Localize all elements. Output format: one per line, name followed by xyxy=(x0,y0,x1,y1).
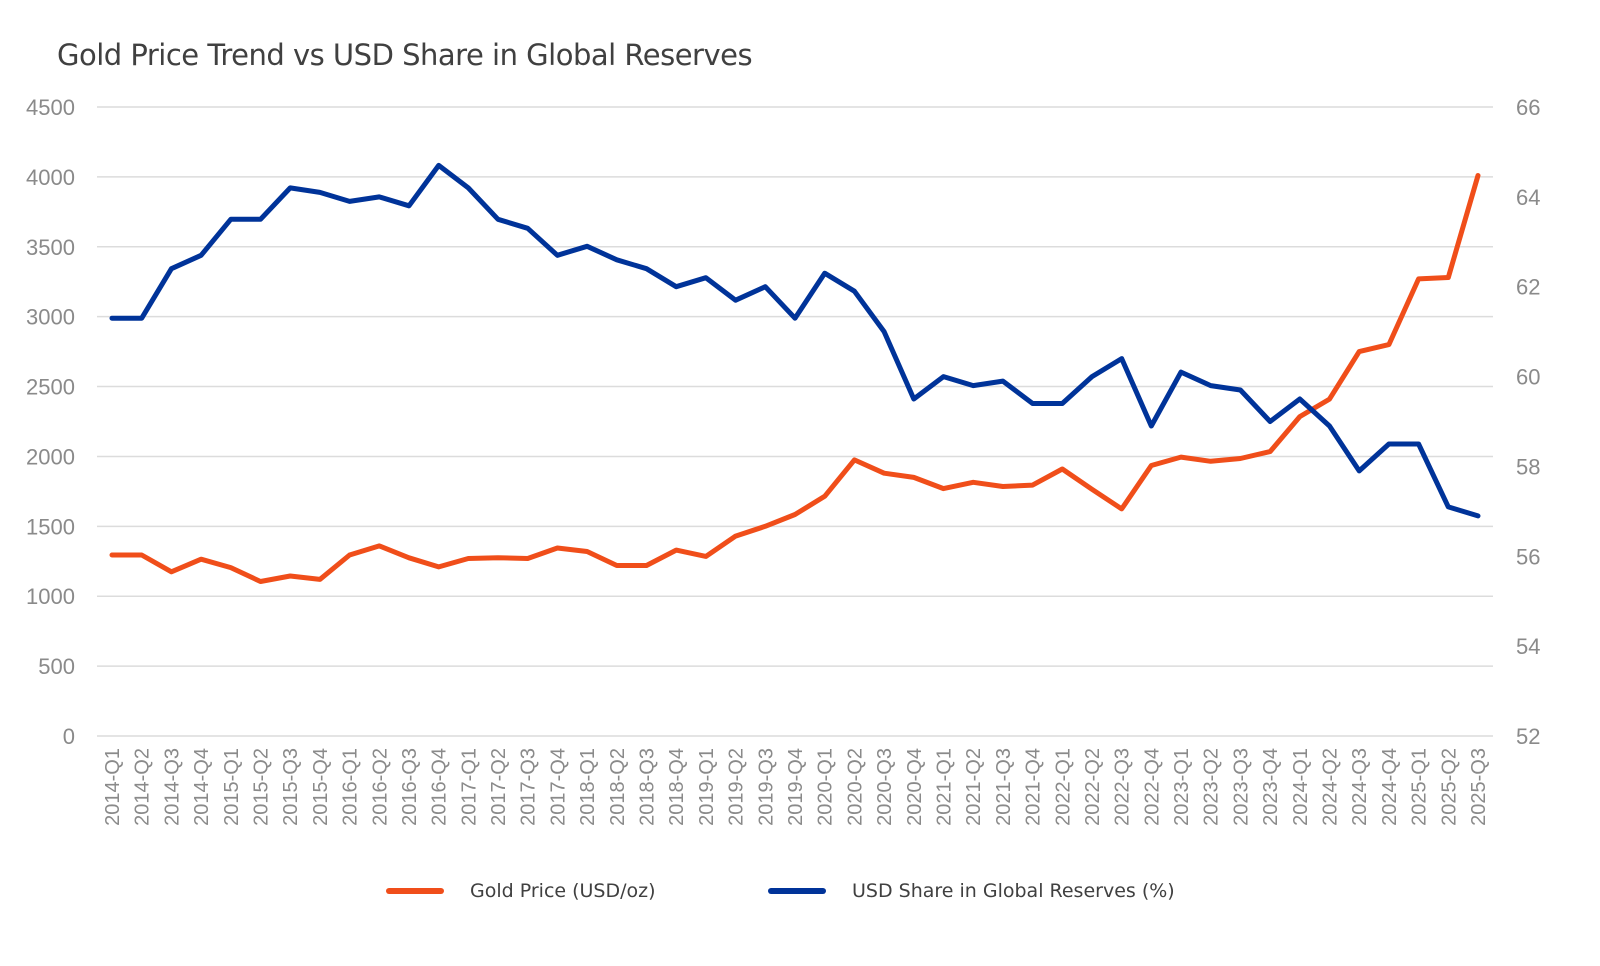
x-tick-label: 2017-Q2 xyxy=(488,748,510,826)
x-tick-label: 2022-Q3 xyxy=(1112,748,1134,826)
left-tick-label: 3500 xyxy=(26,235,75,260)
legend-label-usd-share: USD Share in Global Reserves (%) xyxy=(852,880,1175,902)
right-tick-label: 60 xyxy=(1516,365,1540,390)
legend-item-gold[interactable]: Gold Price (USD/oz) xyxy=(386,880,656,902)
left-tick-label: 2500 xyxy=(26,375,75,400)
x-tick-label: 2023-Q1 xyxy=(1171,748,1193,826)
left-tick-label: 2000 xyxy=(26,444,75,469)
x-tick-label: 2024-Q1 xyxy=(1290,748,1312,826)
x-tick-label: 2024-Q2 xyxy=(1320,748,1342,826)
x-tick-label: 2021-Q2 xyxy=(963,748,985,826)
x-tick-label: 2018-Q2 xyxy=(607,748,629,826)
series-line-gold-price xyxy=(109,173,1481,584)
x-tick-label: 2022-Q4 xyxy=(1141,748,1163,826)
x-tick-label: 2015-Q4 xyxy=(310,748,332,826)
x-axis-ticks: 2014-Q1 2014-Q2 2014-Q3 2014-Q4 2015-Q1 2015-… xyxy=(102,748,1490,826)
legend-label-gold: Gold Price (USD/oz) xyxy=(470,880,656,902)
series-line-usd-share xyxy=(109,162,1481,519)
x-tick-label: 2016-Q1 xyxy=(340,748,362,826)
x-tick-label: 2019-Q1 xyxy=(696,748,718,826)
gridlines xyxy=(97,106,1493,737)
x-tick-label: 2019-Q4 xyxy=(785,748,807,826)
x-tick-label: 2020-Q2 xyxy=(844,748,866,826)
left-tick-label: 500 xyxy=(38,654,75,679)
legend-swatch-gold xyxy=(386,888,444,894)
right-tick-label: 54 xyxy=(1516,634,1540,659)
x-tick-label: 2016-Q2 xyxy=(369,748,391,826)
x-tick-label: 2025-Q1 xyxy=(1409,748,1431,826)
x-tick-label: 2021-Q1 xyxy=(933,748,955,826)
x-tick-label: 2024-Q3 xyxy=(1349,748,1371,826)
series-lines xyxy=(109,162,1481,584)
x-tick-label: 2018-Q4 xyxy=(666,748,688,826)
x-tick-label: 2014-Q2 xyxy=(132,748,154,826)
right-tick-label: 56 xyxy=(1516,544,1540,569)
right-axis-ticks: 52 54 56 58 60 62 64 66 xyxy=(1516,95,1540,749)
right-tick-label: 62 xyxy=(1516,275,1540,300)
x-tick-label: 2019-Q2 xyxy=(726,748,748,826)
left-tick-label: 1000 xyxy=(26,584,75,609)
x-tick-label: 2016-Q4 xyxy=(429,748,451,826)
x-tick-label: 2023-Q3 xyxy=(1230,748,1252,826)
x-tick-label: 2021-Q4 xyxy=(1023,748,1045,826)
right-tick-label: 64 xyxy=(1516,185,1540,210)
x-tick-label: 2020-Q1 xyxy=(815,748,837,826)
left-tick-label: 3000 xyxy=(26,305,75,330)
x-tick-label: 2022-Q1 xyxy=(1052,748,1074,826)
left-tick-label: 0 xyxy=(63,724,75,749)
x-tick-label: 2016-Q3 xyxy=(399,748,421,826)
left-tick-label: 1500 xyxy=(26,514,75,539)
x-tick-label: 2022-Q2 xyxy=(1082,748,1104,826)
x-tick-label: 2021-Q3 xyxy=(993,748,1015,826)
x-tick-label: 2015-Q3 xyxy=(280,748,302,826)
x-tick-label: 2015-Q2 xyxy=(250,748,272,826)
x-tick-label: 2017-Q4 xyxy=(547,748,569,826)
left-tick-label: 4000 xyxy=(26,165,75,190)
legend-swatch-usd-share xyxy=(768,888,826,894)
x-tick-label: 2023-Q2 xyxy=(1201,748,1223,826)
x-tick-label: 2020-Q4 xyxy=(904,748,926,826)
x-tick-label: 2019-Q3 xyxy=(755,748,777,826)
x-tick-label: 2018-Q3 xyxy=(637,748,659,826)
x-tick-label: 2024-Q4 xyxy=(1379,748,1401,826)
x-tick-label: 2025-Q2 xyxy=(1438,748,1460,826)
legend-item-usd-share[interactable]: USD Share in Global Reserves (%) xyxy=(768,880,1175,902)
x-tick-label: 2014-Q4 xyxy=(191,748,213,826)
legend: Gold Price (USD/oz) USD Share in Global … xyxy=(0,880,1600,920)
x-tick-label: 2023-Q4 xyxy=(1260,748,1282,826)
x-tick-label: 2025-Q3 xyxy=(1468,748,1490,826)
x-tick-label: 2018-Q1 xyxy=(577,748,599,826)
chart-title: Gold Price Trend vs USD Share in Global … xyxy=(57,38,753,72)
right-tick-label: 58 xyxy=(1516,454,1540,479)
x-tick-label: 2017-Q3 xyxy=(518,748,540,826)
right-tick-label: 66 xyxy=(1516,95,1540,120)
left-tick-label: 4500 xyxy=(26,95,75,120)
x-tick-label: 2015-Q1 xyxy=(221,748,243,826)
x-tick-label: 2020-Q3 xyxy=(874,748,896,826)
x-tick-label: 2014-Q3 xyxy=(161,748,183,826)
x-tick-label: 2014-Q1 xyxy=(102,748,124,826)
left-axis-ticks: 0 500 1000 1500 2000 2500 3000 3500 4000 4500 xyxy=(26,95,75,749)
right-tick-label: 52 xyxy=(1516,724,1540,749)
x-tick-label: 2017-Q1 xyxy=(458,748,480,826)
